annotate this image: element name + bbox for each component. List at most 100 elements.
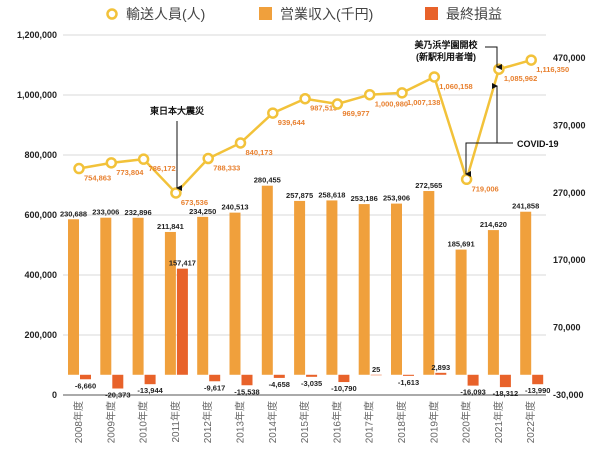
revenue-label: 272,565 (415, 181, 442, 190)
passenger-point (525, 54, 537, 66)
x-axis-ticks: 2008年度 2009年度 2010年度 2011年度 2012年度 2013年度 2014… (72, 401, 537, 443)
revenue-label: 234,250 (189, 207, 216, 216)
annotation-school-opening: 美乃浜学園開校 (414, 39, 478, 50)
revenue-label: 211,841 (157, 222, 184, 231)
x-tick-label: 2017年度 (363, 401, 376, 443)
x-tick-label: 2013年度 (234, 401, 247, 443)
legend: 輸送人員(人) 営業収入(千円) 最終損益 (106, 6, 502, 22)
annotation-school-arrow (485, 46, 502, 70)
passenger-label: 1,060,158 (439, 82, 472, 91)
profit-label: -3,035 (301, 379, 322, 388)
passenger-point (105, 157, 118, 169)
profit-bar (467, 374, 479, 386)
profit-bar (112, 374, 124, 389)
revenue-bar (68, 219, 79, 375)
profit-label: 157,417 (169, 259, 196, 268)
profit-label: -13,944 (137, 386, 163, 395)
x-tick-label: 2021年度 (492, 401, 505, 443)
passenger-point (428, 71, 441, 83)
profit-bar (273, 374, 285, 378)
x-tick-label: 2011年度 (169, 401, 182, 443)
profit-bar (338, 374, 350, 383)
passenger-point (170, 187, 182, 199)
profit-bar (435, 372, 447, 375)
legend-label-passengers: 輸送人員(人) (126, 6, 205, 22)
bars: 230,688 -6,660 233,006 -20,373 232,896 -13,94… (60, 176, 550, 400)
left-tick-label: 200,000 (24, 330, 57, 340)
passenger-label: 1,116,350 (536, 65, 569, 74)
profit-bar (403, 374, 414, 376)
profit-label: -1,613 (398, 378, 419, 387)
profit-label: -13,990 (525, 386, 550, 395)
passenger-label: 939,644 (278, 118, 306, 127)
annotation-earthquake: 東日本大震災 (150, 105, 205, 116)
revenue-bar (164, 231, 176, 375)
passenger-label: 1,007,138 (407, 98, 440, 107)
profit-bar (499, 374, 511, 388)
annotation-covid: COVID-19 (517, 139, 559, 149)
revenue-bar (391, 203, 402, 375)
left-tick-label: 0 (52, 390, 57, 400)
x-tick-label: 2022年度 (524, 401, 537, 443)
right-tick-label: 270,000 (553, 188, 586, 198)
revenue-label: 233,006 (92, 208, 119, 217)
revenue-label: 240,513 (221, 203, 248, 212)
left-tick-label: 800,000 (24, 150, 57, 160)
profit-label: -15,538 (234, 387, 259, 396)
passenger-point (234, 137, 247, 149)
passenger-point (363, 88, 376, 101)
revenue-label: 232,896 (125, 208, 152, 217)
right-tick-label: 70,000 (553, 323, 581, 333)
passenger-line (78, 58, 532, 195)
legend-label-revenue: 営業収入(千円) (280, 6, 373, 22)
revenue-bar (520, 211, 532, 375)
profit-bar (144, 374, 156, 385)
passenger-label: 754,863 (84, 174, 111, 183)
legend-label-profit: 最終損益 (446, 6, 502, 22)
legend-line-marker-icon (106, 8, 118, 20)
revenue-bar (326, 200, 338, 375)
passenger-label: 719,006 (472, 184, 499, 193)
passenger-label: 788,333 (213, 164, 240, 173)
profit-label: -16,093 (460, 388, 485, 397)
revenue-bar (229, 212, 241, 375)
x-tick-label: 2009年度 (104, 401, 117, 443)
revenue-label: 280,455 (254, 176, 281, 185)
x-tick-label: 2019年度 (427, 401, 440, 443)
passenger-point (331, 98, 344, 110)
right-tick-label: 170,000 (553, 255, 586, 265)
right-tick-label: 470,000 (553, 53, 586, 63)
passenger-label: 786,172 (149, 164, 176, 173)
profit-bar (176, 268, 188, 375)
passenger-point (396, 87, 408, 99)
profit-label: 2,893 (431, 363, 450, 372)
revenue-label: 230,688 (60, 209, 87, 218)
left-tick-label: 600,000 (24, 210, 57, 220)
passenger-label: 987,515 (310, 104, 337, 113)
revenue-bar (261, 185, 273, 375)
annotations: 東日本大震災 美乃浜学園開校 (新駅利用者増) COVID-19 (150, 39, 559, 191)
revenue-bar (423, 191, 435, 375)
passenger-label: 840,173 (246, 148, 273, 157)
profit-bar (306, 374, 318, 377)
revenue-label: 258,618 (318, 190, 345, 199)
legend-profit-swatch (425, 7, 438, 20)
profit-label: -6,660 (75, 381, 96, 390)
passenger-label: 773,804 (116, 168, 144, 177)
x-tick-label: 2016年度 (330, 401, 343, 443)
passenger-point (460, 173, 473, 186)
revenue-bar (197, 216, 209, 375)
profit-label: -10,790 (331, 384, 356, 393)
revenue-bar (358, 204, 370, 375)
revenue-bar (100, 217, 112, 375)
passenger-label: 969,977 (342, 109, 369, 118)
profit-label: 25 (372, 365, 380, 374)
x-tick-label: 2012年度 (201, 401, 214, 443)
x-tick-label: 2020年度 (460, 401, 473, 443)
revenue-label: 253,906 (383, 194, 410, 203)
revenue-label: 253,186 (351, 194, 378, 203)
profit-label: -18,312 (493, 389, 518, 398)
passenger-label: 1,085,962 (504, 74, 537, 83)
left-tick-label: 1,000,000 (17, 90, 57, 100)
